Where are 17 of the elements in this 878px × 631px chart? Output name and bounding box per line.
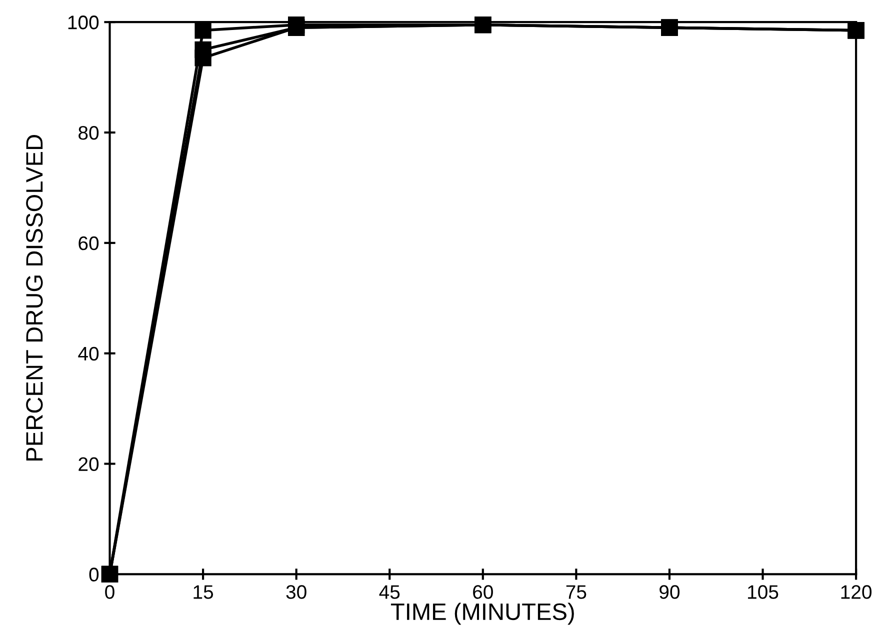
x-tick-label: 60 — [473, 585, 493, 599]
y-tick-label: 60 — [78, 236, 99, 250]
x-tick-label: 0 — [105, 585, 114, 599]
x-tick-label: 90 — [660, 585, 680, 599]
x-axis-title: TIME (MINUTES) — [390, 602, 574, 625]
y-tick-label: 20 — [78, 457, 99, 472]
x-tick-label: 45 — [379, 585, 400, 599]
y-axis-title: PERCENT DRUG DISSOLVED — [26, 135, 43, 460]
x-tick-label: 105 — [748, 585, 778, 599]
x-tick-label: 75 — [566, 585, 586, 599]
y-tick-label: 100 — [68, 16, 99, 30]
y-tick-label: 40 — [78, 346, 99, 361]
x-tick-label: 15 — [194, 585, 214, 599]
x-tick-label: 30 — [286, 585, 306, 599]
y-tick-label: 0 — [89, 568, 99, 582]
x-tick-label: 120 — [841, 585, 872, 599]
y-tick-label: 80 — [78, 126, 99, 140]
